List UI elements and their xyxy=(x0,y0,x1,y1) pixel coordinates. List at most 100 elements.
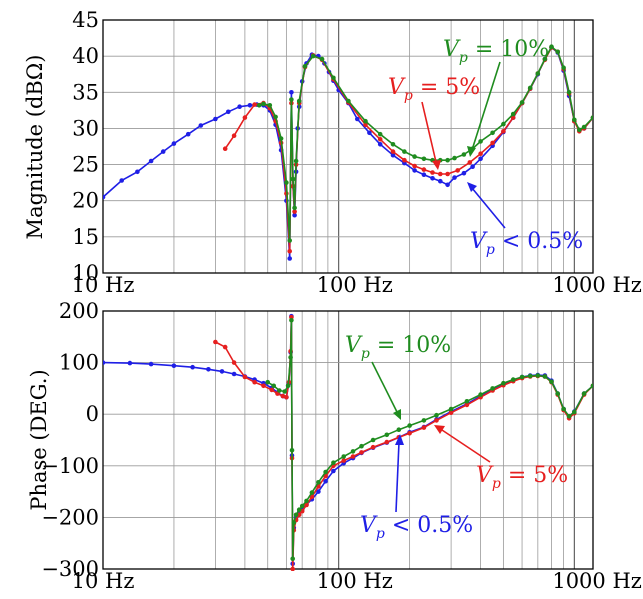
magnitude-data-point-vp-10- xyxy=(561,65,566,70)
magnitude-series-group xyxy=(103,44,593,261)
phase-arrowhead-vp-05 xyxy=(395,434,404,445)
magnitude-data-point-vp-5- xyxy=(222,146,228,151)
magnitude-arrow-vp-05 xyxy=(471,187,506,229)
magnitude-data-point-vp-10- xyxy=(261,101,266,107)
phase-arrow-vp-10 xyxy=(371,361,398,413)
magnitude-y-tick-label: 45 xyxy=(72,8,99,32)
phase-annotation-vp-5: Vp = 5% xyxy=(476,463,568,492)
phase-data-point-vp-10- xyxy=(282,389,288,394)
phase-data-point-vp-0-5- xyxy=(103,360,106,365)
magnitude-data-point-vp-0-5- xyxy=(119,178,124,183)
phase-data-point-vp-5- xyxy=(231,360,237,365)
magnitude-annotation-vp-05: Vp < 0.5% xyxy=(470,229,583,258)
magnitude-data-point-vp-10- xyxy=(581,124,587,130)
magnitude-data-point-vp-10- xyxy=(566,90,572,95)
phase-data-point-vp-5- xyxy=(284,394,289,400)
magnitude-data-point-vp-5- xyxy=(252,102,257,107)
magnitude-data-point-vp-5- xyxy=(445,171,450,177)
magnitude-data-point-vp-0-5- xyxy=(198,123,204,128)
magnitude-grid xyxy=(103,20,593,273)
magnitude-data-point-vp-10- xyxy=(501,121,506,127)
phase-data-point-vp-0-5- xyxy=(323,479,328,484)
magnitude-data-point-vp-5- xyxy=(390,149,396,154)
phase-data-point-vp-10- xyxy=(265,379,271,385)
magnitude-data-point-vp-0-5- xyxy=(160,149,166,154)
magnitude-data-point-vp-0-5- xyxy=(421,172,427,177)
phase-data-point-vp-5- xyxy=(359,450,364,455)
phase-data-point-vp-5- xyxy=(261,383,266,389)
magnitude-data-point-vp-10- xyxy=(542,56,548,62)
phase-data-point-vp-10- xyxy=(285,383,291,389)
magnitude-data-point-vp-5- xyxy=(292,209,297,214)
phase-data-point-vp-10- xyxy=(296,507,302,512)
phase-data-point-vp-10- xyxy=(527,373,533,379)
phase-arrow-vp-05 xyxy=(395,441,400,513)
phase-data-point-vp-5- xyxy=(370,444,376,450)
phase-data-point-vp-10- xyxy=(370,437,376,443)
phase-y-axis-label: Phase (DEG.) xyxy=(27,369,51,510)
phase-data-point-vp-10- xyxy=(542,374,548,379)
magnitude-data-point-vp-5- xyxy=(242,115,248,120)
phase-data-point-vp-10- xyxy=(407,423,412,428)
magnitude-data-point-vp-10- xyxy=(319,56,325,62)
phase-annotation-vp-10: Vp = 10% xyxy=(345,333,451,362)
magnitude-y-tick-label: 25 xyxy=(72,153,99,177)
magnitude-data-point-vp-5- xyxy=(377,137,383,142)
phase-data-point-vp-5- xyxy=(280,393,286,399)
magnitude-data-point-vp-10- xyxy=(390,142,396,147)
magnitude-data-point-vp-0-5- xyxy=(355,116,360,122)
magnitude-data-point-vp-5- xyxy=(421,167,427,172)
magnitude-data-point-vp-10- xyxy=(527,85,533,91)
magnitude-data-point-vp-5- xyxy=(412,163,417,169)
magnitude-data-point-vp-10- xyxy=(346,98,351,104)
magnitude-data-point-vp-5- xyxy=(490,140,495,146)
magnitude-data-point-vp-10- xyxy=(292,205,297,211)
magnitude-data-point-vp-5- xyxy=(501,129,506,134)
magnitude-data-point-vp-10- xyxy=(290,176,296,182)
phase-data-point-vp-10- xyxy=(519,374,525,380)
magnitude-data-point-vp-5- xyxy=(430,170,435,175)
magnitude-data-point-vp-10- xyxy=(302,64,308,69)
phase-data-point-vp-5- xyxy=(222,344,228,350)
magnitude-data-point-vp-10- xyxy=(478,139,483,144)
magnitude-data-point-vp-0-5- xyxy=(148,158,154,164)
magnitude-data-point-vp-5- xyxy=(402,157,407,163)
magnitude-data-point-vp-0-5- xyxy=(226,109,231,115)
phase-data-point-vp-5- xyxy=(341,458,347,463)
magnitude-data-point-vp-0-5- xyxy=(247,103,253,108)
magnitude-data-point-vp-10- xyxy=(273,114,278,120)
phase-series-group xyxy=(103,313,593,571)
phase-data-point-vp-10- xyxy=(490,386,495,391)
magnitude-data-point-vp-10- xyxy=(402,149,407,154)
magnitude-data-point-vp-5- xyxy=(455,168,461,173)
phase-data-point-vp-5- xyxy=(464,402,470,408)
magnitude-data-point-vp-10- xyxy=(461,152,467,157)
magnitude-data-point-vp-0-5- xyxy=(461,170,467,176)
magnitude-data-point-vp-0-5- xyxy=(452,175,457,180)
magnitude-data-point-vp-5- xyxy=(438,171,443,177)
phase-data-point-vp-10- xyxy=(501,380,506,386)
magnitude-data-point-vp-10- xyxy=(296,98,302,104)
magnitude-data-point-vp-0-5- xyxy=(478,156,483,162)
phase-data-point-vp-10- xyxy=(421,418,427,423)
magnitude-data-point-vp-10- xyxy=(535,71,541,76)
magnitude-data-point-vp-5- xyxy=(363,122,368,128)
phase-data-point-vp-10- xyxy=(299,503,305,509)
phase-data-point-vp-10- xyxy=(359,443,364,449)
magnitude-data-point-vp-0-5- xyxy=(367,130,372,136)
phase-data-point-vp-10- xyxy=(291,520,297,525)
phase-x-tick-labels: 10 Hz 100 Hz 1000 Hz xyxy=(72,569,642,593)
magnitude-data-point-vp-0-5- xyxy=(438,178,443,184)
magnitude-data-point-vp-5- xyxy=(478,151,483,156)
phase-x-tick-label: 100 Hz xyxy=(317,569,393,593)
phase-data-point-vp-10- xyxy=(323,469,328,475)
magnitude-x-tick-label: 1000 Hz xyxy=(552,273,642,297)
magnitude-arrow-vp-10 xyxy=(471,61,501,151)
magnitude-data-point-vp-5- xyxy=(231,133,237,138)
magnitude-y-axis-label: Magnitude (dBΩ) xyxy=(23,55,47,240)
phase-data-point-vp-10- xyxy=(581,391,587,396)
magnitude-data-point-vp-0-5- xyxy=(445,182,450,188)
magnitude-x-tick-labels: 10 Hz 100 Hz 1000 Hz xyxy=(72,273,642,297)
magnitude-data-point-vp-0-5- xyxy=(412,168,417,173)
